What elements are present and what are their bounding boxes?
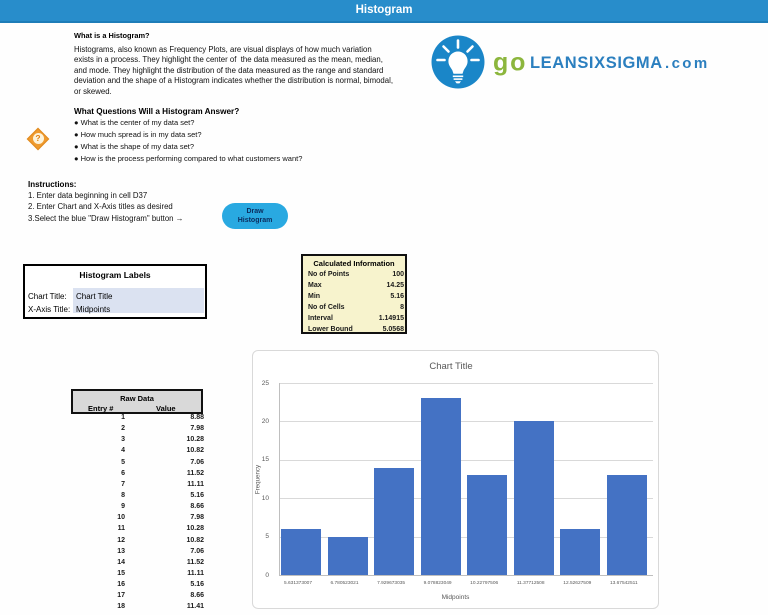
svg-text:.com: .com — [665, 55, 710, 72]
svg-text:go: go — [493, 48, 527, 76]
svg-text:LEANSIXSIGMA: LEANSIXSIGMA — [530, 54, 663, 72]
